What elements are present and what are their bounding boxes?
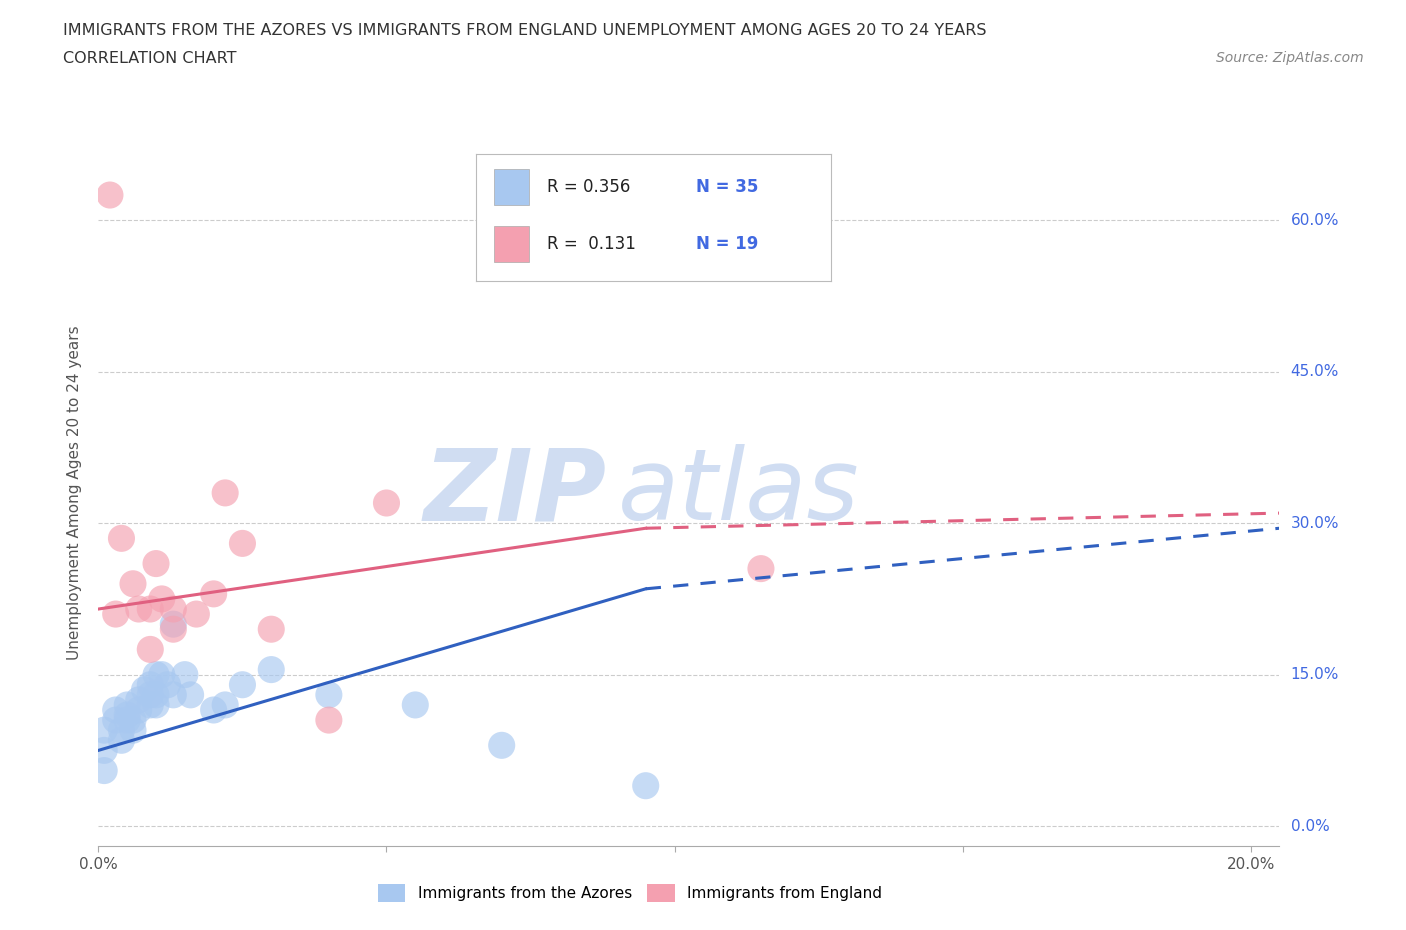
Point [145,698,167,712]
Point [93,764,115,778]
Point [110,531,132,546]
Point [93,723,115,737]
Point [173,667,195,682]
Point [115,712,138,727]
Text: 45.0%: 45.0% [1291,365,1339,379]
Text: ZIP: ZIP [423,445,606,541]
Point [156,677,179,692]
Point [145,667,167,682]
Legend: Immigrants from the Azores, Immigrants from England: Immigrants from the Azores, Immigrants f… [370,876,890,910]
Text: 60.0%: 60.0% [1291,213,1339,228]
Point [122,712,145,727]
Point [231,536,253,551]
Text: 30.0%: 30.0% [1291,516,1339,531]
Point [150,591,173,606]
Point [214,485,236,500]
Point [115,708,138,723]
Point [150,667,173,682]
Point [491,737,513,752]
Point [749,561,772,576]
Point [162,617,184,631]
Point [634,778,657,793]
Point [115,698,138,712]
Text: Source: ZipAtlas.com: Source: ZipAtlas.com [1216,51,1364,65]
Point [318,712,340,727]
Point [128,693,150,708]
Point [139,602,162,617]
Point [139,698,162,712]
Point [162,687,184,702]
Point [98,188,121,203]
Point [139,677,162,692]
Point [110,733,132,748]
Point [318,687,340,702]
Point [122,723,145,737]
Point [122,577,145,591]
Point [375,496,398,511]
Point [104,702,127,717]
Point [145,556,167,571]
Point [162,622,184,637]
Text: atlas: atlas [619,445,859,541]
Text: 15.0%: 15.0% [1291,667,1339,682]
Point [139,687,162,702]
Text: CORRELATION CHART: CORRELATION CHART [63,51,236,66]
Point [186,606,208,621]
Point [214,698,236,712]
Text: 0.0%: 0.0% [1291,818,1329,833]
Point [139,642,162,657]
Y-axis label: Unemployment Among Ages 20 to 24 years: Unemployment Among Ages 20 to 24 years [67,326,83,660]
Point [145,687,167,702]
Point [134,683,156,698]
Text: IMMIGRANTS FROM THE AZORES VS IMMIGRANTS FROM ENGLAND UNEMPLOYMENT AMONG AGES 20: IMMIGRANTS FROM THE AZORES VS IMMIGRANTS… [63,23,987,38]
Point [260,662,283,677]
Point [202,587,225,602]
Point [231,677,253,692]
Point [93,743,115,758]
Point [110,723,132,737]
Point [162,602,184,617]
Point [104,712,127,727]
Point [180,687,202,702]
Point [128,602,150,617]
Point [260,622,283,637]
Point [202,702,225,717]
Point [128,702,150,717]
Point [404,698,426,712]
Point [104,606,127,621]
